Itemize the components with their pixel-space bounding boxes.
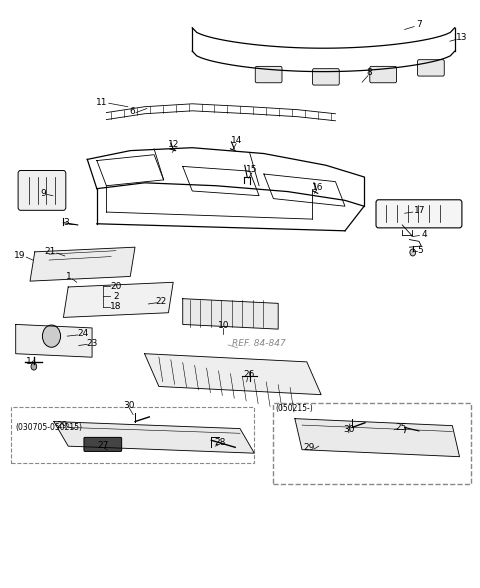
Circle shape	[42, 325, 60, 348]
FancyBboxPatch shape	[312, 69, 339, 85]
Text: 30: 30	[343, 425, 355, 435]
FancyBboxPatch shape	[255, 66, 282, 83]
Text: (050215-): (050215-)	[276, 403, 313, 413]
Bar	[11, 407, 254, 463]
FancyBboxPatch shape	[18, 171, 66, 211]
FancyBboxPatch shape	[84, 437, 121, 452]
Circle shape	[31, 363, 36, 370]
FancyBboxPatch shape	[418, 60, 444, 76]
Text: REF. 84-847: REF. 84-847	[232, 339, 286, 348]
Text: 6: 6	[130, 107, 135, 116]
FancyBboxPatch shape	[376, 200, 462, 228]
Text: 27: 27	[97, 441, 108, 450]
Text: 28: 28	[214, 437, 226, 446]
Text: 17: 17	[414, 206, 425, 215]
Text: 22: 22	[156, 297, 167, 306]
Text: 25: 25	[396, 423, 407, 432]
Polygon shape	[30, 247, 135, 281]
Circle shape	[410, 249, 416, 256]
FancyBboxPatch shape	[370, 66, 396, 83]
Text: 8: 8	[366, 68, 372, 77]
Text: 12: 12	[168, 141, 179, 149]
Text: 30: 30	[123, 400, 135, 410]
Text: 9: 9	[40, 189, 46, 198]
Bar	[274, 403, 471, 484]
Text: 7: 7	[416, 21, 422, 29]
Text: 24: 24	[77, 329, 88, 338]
Text: 16: 16	[312, 183, 323, 192]
Text: (030705-050215): (030705-050215)	[16, 423, 83, 432]
Polygon shape	[63, 282, 173, 318]
Text: 13: 13	[456, 33, 468, 42]
Text: 4: 4	[421, 230, 427, 239]
Text: 18: 18	[110, 302, 121, 312]
Text: 1: 1	[26, 357, 32, 366]
Polygon shape	[183, 299, 278, 329]
Text: 19: 19	[14, 252, 25, 260]
Polygon shape	[295, 419, 459, 457]
Text: 5: 5	[418, 246, 423, 255]
Polygon shape	[144, 354, 321, 395]
Polygon shape	[54, 422, 254, 453]
Text: 21: 21	[45, 248, 56, 256]
Text: 14: 14	[230, 136, 242, 145]
Text: 29: 29	[57, 421, 68, 430]
Text: 26: 26	[243, 370, 254, 379]
Polygon shape	[16, 325, 92, 357]
Text: 11: 11	[96, 98, 108, 106]
Text: 2: 2	[113, 292, 119, 301]
Text: 29: 29	[303, 443, 315, 452]
Text: 15: 15	[246, 165, 258, 175]
Text: 10: 10	[217, 320, 229, 329]
Text: 1: 1	[66, 272, 72, 281]
Text: 3: 3	[63, 218, 69, 227]
Text: 20: 20	[110, 282, 121, 291]
Text: 23: 23	[86, 339, 98, 348]
